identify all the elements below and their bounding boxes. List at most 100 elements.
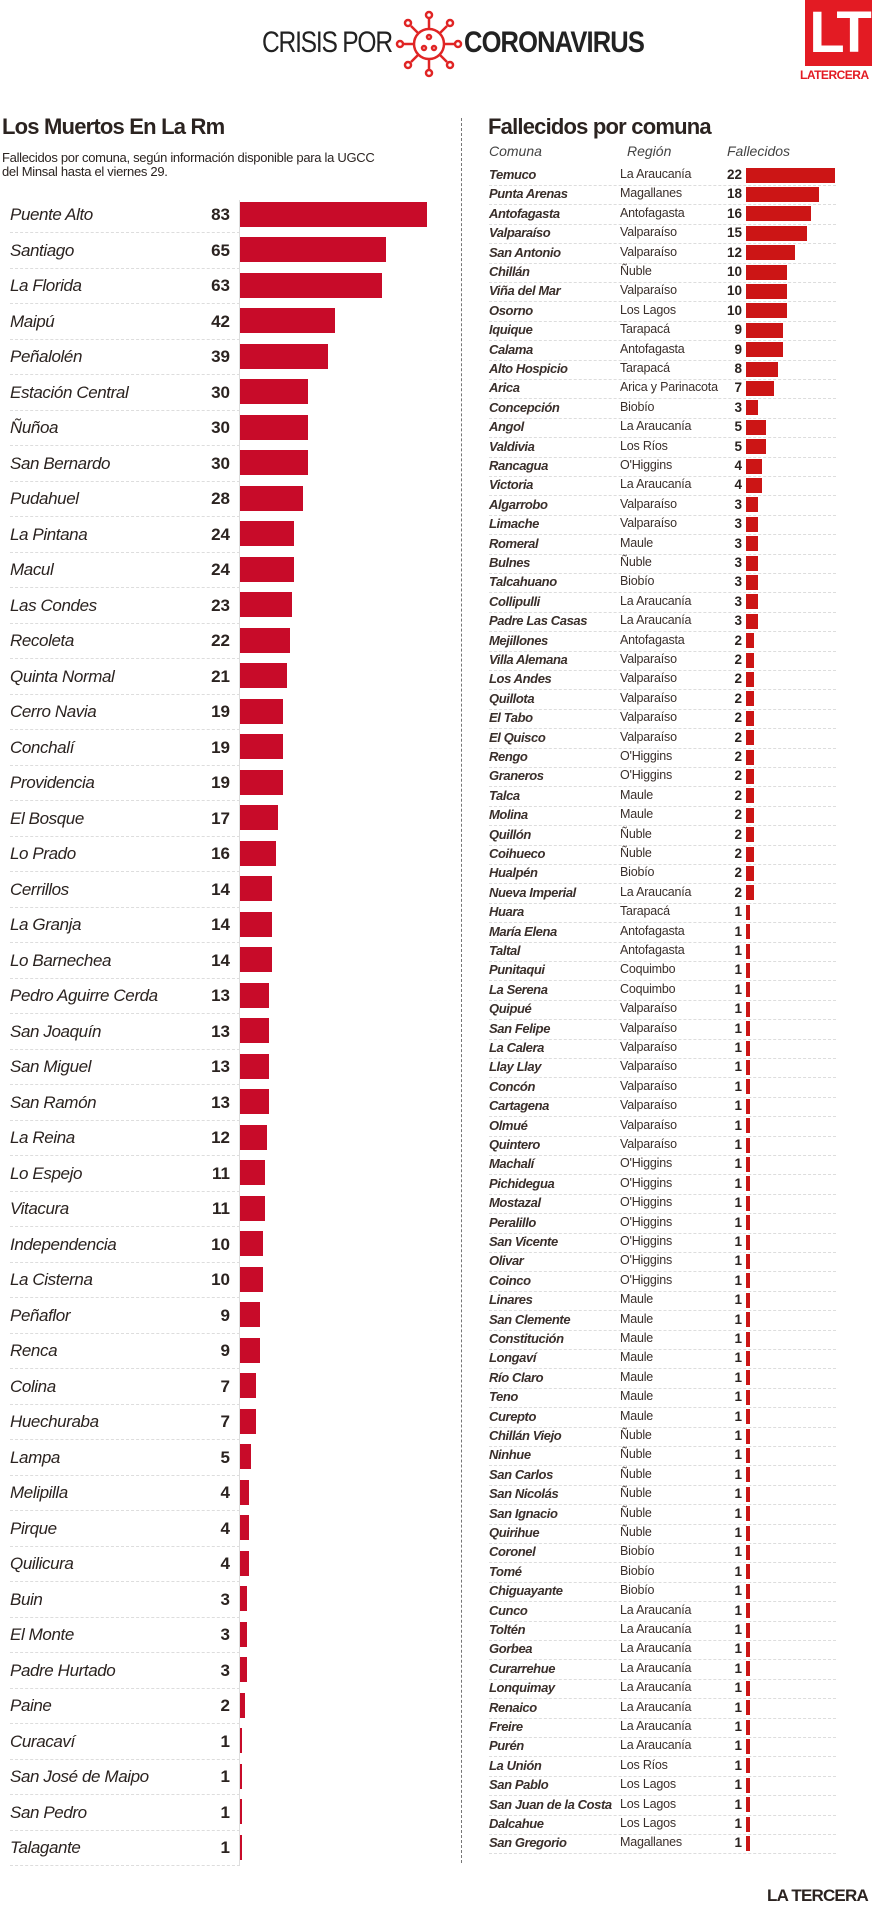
- region-name: Maule: [620, 1292, 654, 1307]
- value-label: 2: [734, 884, 742, 900]
- comuna-name: San Vicente: [489, 1234, 558, 1249]
- comuna-name: San José de Maipo: [10, 1767, 149, 1786]
- table-row: Collipulli La Araucanía 3: [489, 593, 836, 613]
- table-row: San Carlos Ñuble 1: [489, 1466, 836, 1486]
- comuna-name: San Nicolás: [489, 1486, 559, 1502]
- table-row: Independencia 10: [10, 1227, 240, 1263]
- table-row: Victoria La Araucanía 4: [489, 476, 836, 497]
- region-name: Antofagasta: [620, 341, 685, 356]
- comuna-name: Temuco: [489, 167, 536, 182]
- comuna-name: Curepto: [489, 1408, 537, 1424]
- table-row: Llay Llay Valparaíso 1: [489, 1058, 836, 1079]
- region-name: Ñuble: [620, 846, 652, 860]
- comuna-name: Talca: [489, 787, 520, 803]
- value-label: 1: [734, 1622, 742, 1637]
- value-label: 30: [211, 382, 230, 402]
- table-row: El Bosque 17: [10, 801, 240, 837]
- value-label: 1: [734, 943, 742, 958]
- bar: [746, 186, 820, 202]
- table-row: Estación Central 30: [10, 375, 240, 411]
- bar: [746, 1253, 751, 1269]
- value-label: 10: [211, 1270, 230, 1289]
- comuna-name: Paine: [10, 1696, 52, 1715]
- table-row: Lampa 5: [10, 1440, 240, 1476]
- la-tercera-logo-text: LATERCERA: [800, 68, 869, 82]
- value-label: 22: [726, 167, 742, 182]
- table-row: Colina 7: [10, 1369, 240, 1405]
- region-name: La Araucanía: [620, 1602, 692, 1617]
- value-label: 10: [726, 302, 742, 318]
- comuna-name: Lonquimay: [489, 1680, 555, 1696]
- comuna-name: Olivar: [489, 1253, 524, 1269]
- value-label: 3: [734, 399, 742, 415]
- region-name: Antofagasta: [620, 943, 685, 957]
- region-name: Ñuble: [620, 1525, 652, 1539]
- comuna-name: Mejillones: [489, 632, 548, 648]
- value-label: 3: [220, 1660, 230, 1680]
- region-name: Ñuble: [620, 555, 652, 569]
- comuna-name: Talcahuano: [489, 574, 557, 590]
- value-label: 7: [734, 380, 742, 396]
- table-row: San Gregorio Magallanes 1: [489, 1834, 836, 1855]
- table-row: La Calera Valparaíso 1: [489, 1039, 836, 1059]
- bar: [746, 380, 775, 396]
- table-row: Mejillones Antofagasta 2: [489, 632, 836, 652]
- comuna-name: Bulnes: [489, 555, 530, 570]
- table-row: Quinta Normal 21: [10, 659, 240, 695]
- comuna-name: Lo Barnechea: [10, 950, 112, 970]
- table-row: Quillón Ñuble 2: [489, 826, 836, 846]
- comuna-name: Macul: [10, 560, 54, 579]
- value-label: 1: [734, 1272, 742, 1288]
- table-row: Chiguayante Biobío 1: [489, 1582, 836, 1603]
- bar: [746, 865, 755, 881]
- bar: [746, 768, 755, 784]
- bar: [746, 477, 763, 493]
- table-row: Quilicura 4: [10, 1546, 240, 1582]
- bar: [746, 807, 755, 823]
- table-row: Talca Maule 2: [489, 787, 836, 807]
- table-row: Melipilla 4: [10, 1475, 240, 1511]
- bar: [746, 283, 787, 299]
- comuna-name: Huechuraba: [10, 1412, 99, 1431]
- region-name: Antofagasta: [620, 923, 685, 938]
- region-name: Los Lagos: [620, 1777, 676, 1792]
- table-row: Punta Arenas Magallanes 18: [489, 185, 836, 206]
- value-label: 1: [734, 1816, 742, 1831]
- comuna-name: Concón: [489, 1078, 535, 1094]
- value-label: 2: [734, 865, 742, 881]
- table-row: Quillota Valparaíso 2: [489, 690, 836, 710]
- comuna-name: Recoleta: [10, 631, 74, 650]
- table-row: La Reina 12: [10, 1120, 240, 1156]
- comuna-name: San Miguel: [10, 1057, 92, 1076]
- bar: [240, 769, 283, 795]
- comuna-name: Molina: [489, 807, 528, 823]
- bar: [746, 1719, 751, 1735]
- region-name: O'Higgins: [620, 749, 672, 763]
- bar: [746, 1680, 751, 1696]
- region-name: Valparaíso: [620, 652, 677, 666]
- region-name: O'Higgins: [620, 1195, 672, 1210]
- bar: [746, 225, 807, 241]
- table-row: Rancagua O'Higgins 4: [489, 457, 836, 477]
- region-name: O'Higgins: [620, 1234, 672, 1248]
- value-label: 65: [211, 240, 230, 260]
- region-name: Maule: [620, 1389, 654, 1404]
- bar: [746, 1447, 751, 1463]
- table-row: Talcahuano Biobío 3: [489, 573, 836, 594]
- table-row: Dalcahue Los Lagos 1: [489, 1815, 836, 1835]
- region-name: Coquimbo: [620, 962, 676, 977]
- table-row: Villa Alemana Valparaíso 2: [489, 651, 836, 671]
- comuna-name: Renaico: [489, 1699, 537, 1715]
- table-row: Mostazal O'Higgins 1: [489, 1194, 836, 1215]
- value-label: 11: [212, 1163, 230, 1183]
- value-label: 1: [734, 1777, 742, 1793]
- coronavirus-icon: [395, 10, 463, 78]
- value-label: 1: [734, 1428, 742, 1443]
- value-label: 1: [734, 1234, 742, 1249]
- comuna-name: Ñuñoa: [10, 418, 59, 437]
- comuna-name: Iquique: [489, 322, 533, 338]
- bar: [746, 1409, 751, 1425]
- value-label: 1: [220, 1767, 230, 1786]
- region-name: Valparaíso: [620, 690, 677, 705]
- comuna-name: Quipué: [489, 1001, 532, 1017]
